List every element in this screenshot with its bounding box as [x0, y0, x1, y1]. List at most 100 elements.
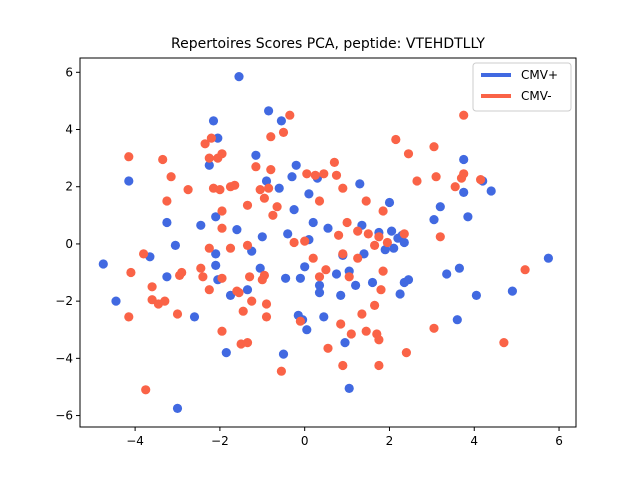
scatter-point — [310, 170, 320, 180]
scatter-point — [374, 232, 384, 242]
scatter-point — [344, 272, 354, 282]
chart-title: Repertoires Scores PCA, peptide: VTEHDTL… — [171, 36, 485, 52]
scatter-point — [183, 185, 193, 195]
scatter-point — [314, 280, 325, 290]
scatter-point — [217, 273, 227, 283]
scatter-point — [274, 183, 284, 193]
scatter-point — [399, 237, 409, 248]
scatter-point — [158, 154, 168, 165]
scatter-point — [338, 183, 348, 193]
scatter-point — [323, 343, 333, 353]
scatter-point — [124, 312, 134, 322]
y-tick-label: 6 — [65, 65, 73, 79]
scatter-point — [278, 349, 289, 359]
scatter-point — [308, 217, 318, 228]
scatter-point — [353, 253, 363, 263]
points-layer — [98, 72, 554, 413]
scatter-point — [172, 309, 183, 319]
x-tick-label: −4 — [126, 434, 144, 448]
scatter-point — [266, 165, 276, 175]
scatter-point — [321, 265, 331, 275]
scatter-point — [251, 150, 261, 160]
scatter-point — [242, 338, 253, 348]
scatter-point — [276, 116, 286, 126]
scatter-point — [247, 296, 257, 306]
scatter-point — [124, 176, 134, 186]
scatter-point — [251, 162, 261, 172]
scatter-point — [259, 193, 269, 203]
scatter-point — [353, 226, 363, 236]
scatter-point — [382, 237, 392, 248]
scatter-point — [264, 106, 274, 116]
scatter-point — [323, 223, 333, 233]
scatter-point — [429, 215, 439, 225]
scatter-point — [346, 329, 356, 339]
scatter-point — [336, 319, 346, 329]
scatter-point — [370, 240, 380, 250]
scatter-point — [302, 325, 312, 335]
scatter-point — [217, 206, 227, 216]
scatter-point — [170, 240, 180, 250]
scatter-point — [266, 132, 276, 142]
scatter-point — [329, 157, 339, 167]
scatter-point — [403, 149, 414, 159]
scatter-point — [389, 243, 399, 253]
scatter-point — [160, 296, 170, 306]
legend-label-cmv-plus: CMV+ — [521, 68, 558, 82]
scatter-point — [204, 153, 214, 163]
scatter-point — [242, 200, 253, 210]
scatter-point — [255, 185, 265, 195]
scatter-point — [255, 263, 265, 273]
scatter-point — [98, 259, 108, 269]
scatter-point — [378, 206, 388, 216]
scatter-point — [367, 277, 378, 288]
scatter-point — [141, 385, 151, 395]
scatter-point — [314, 272, 325, 282]
scatter-point — [211, 260, 221, 270]
scatter-point — [471, 290, 481, 300]
scatter-point — [276, 366, 286, 376]
scatter-point — [399, 229, 409, 239]
scatter-point — [217, 223, 227, 233]
scatter-point — [300, 236, 310, 246]
scatter-point — [261, 312, 272, 322]
legend: CMV+ CMV- — [472, 62, 572, 112]
scatter-point — [234, 288, 244, 298]
scatter-point — [289, 237, 299, 248]
scatter-point — [314, 288, 325, 298]
scatter-point — [213, 133, 223, 143]
scatter-point — [124, 152, 134, 162]
scatter-point — [162, 196, 172, 206]
scatter-point — [289, 205, 299, 215]
scatter-point — [363, 229, 373, 239]
scatter-point — [295, 316, 305, 326]
y-tick-label: 0 — [65, 237, 73, 251]
scatter-point — [242, 285, 253, 295]
scatter-point — [412, 176, 422, 186]
scatter-point — [459, 154, 469, 165]
scatter-point — [507, 286, 517, 296]
scatter-point — [454, 263, 464, 273]
scatter-point — [338, 360, 348, 371]
x-tick-label: 6 — [555, 434, 563, 448]
scatter-point — [238, 306, 248, 316]
scatter-point — [196, 263, 206, 273]
scatter-point — [189, 312, 200, 322]
scatter-point — [429, 323, 439, 333]
scatter-point — [442, 269, 452, 279]
x-tick-label: −2 — [211, 434, 229, 448]
scatter-point — [450, 182, 460, 192]
scatter-point — [370, 300, 380, 310]
scatter-point — [435, 232, 445, 242]
scatter-point — [374, 335, 384, 345]
scatter-point — [463, 212, 473, 222]
scatter-point — [459, 187, 469, 197]
scatter-point — [391, 134, 401, 145]
scatter-point — [300, 262, 310, 272]
scatter-point — [204, 243, 214, 253]
scatter-point — [384, 197, 395, 208]
scatter-point — [499, 338, 509, 348]
scatter-point — [261, 176, 272, 186]
scatter-point — [520, 265, 530, 275]
